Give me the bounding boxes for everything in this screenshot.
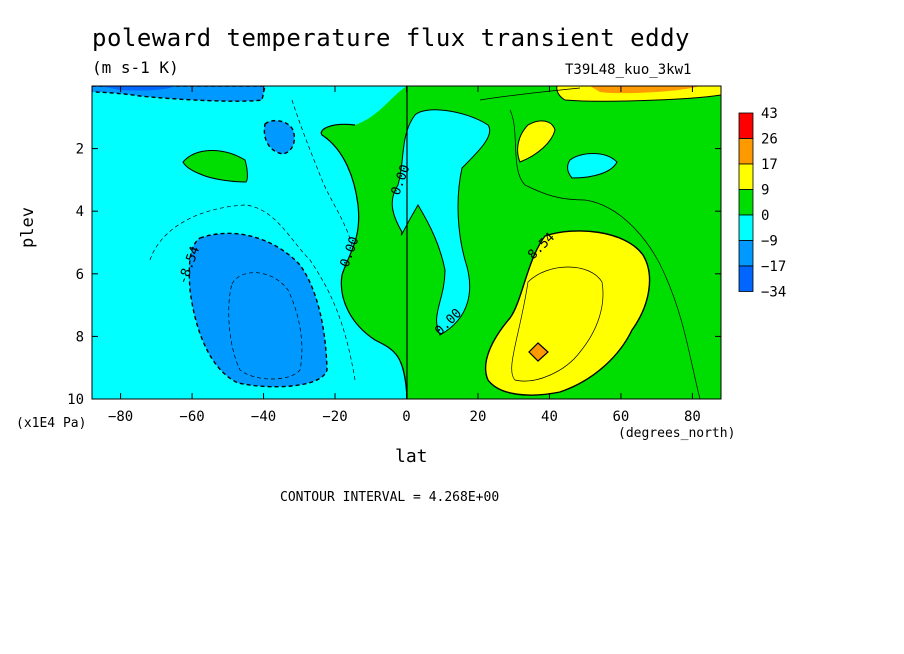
y-axis-units: (x1E4 Pa)	[16, 416, 87, 431]
colorbar-swatch	[738, 265, 754, 292]
y-tick-label: 2	[76, 142, 84, 158]
x-tick-label: 20	[470, 409, 487, 425]
x-axis-units: (degrees_north)	[618, 426, 736, 441]
x-axis-label: lat	[395, 446, 428, 467]
colorbar-label: 0	[761, 208, 769, 224]
colorbar-label: −34	[761, 285, 786, 301]
colorbar-label: −9	[761, 234, 778, 250]
chart-title: poleward temperature flux transient eddy	[92, 24, 690, 52]
contour-interval-note: CONTOUR INTERVAL = 4.268E+00	[280, 490, 500, 505]
chart-units: (m s-1 K)	[92, 58, 179, 77]
colorbar-label: 43	[761, 106, 778, 122]
region-positive-17-26-top	[590, 86, 700, 94]
x-tick-label: −40	[251, 409, 276, 425]
y-tick-label: 4	[76, 204, 84, 220]
colorbar-swatch	[738, 138, 754, 165]
region-positive-17-26-spot	[528, 342, 549, 362]
y-tick-label: 6	[76, 267, 84, 283]
region-negative-9-17-upper	[263, 119, 296, 155]
colorbar-swatch	[738, 189, 754, 216]
region-positive-island-south	[182, 149, 248, 183]
x-tick-label: 80	[684, 409, 701, 425]
x-tick-label: −20	[322, 409, 347, 425]
colorbar-label: 17	[761, 157, 778, 173]
colorbar-swatch	[738, 240, 754, 267]
x-tick-label: −80	[108, 409, 133, 425]
dataset-name: T39L48_kuo_3kw1	[565, 62, 692, 78]
x-tick-label: −60	[179, 409, 204, 425]
y-tick-label: 10	[67, 392, 84, 408]
region-positive-9-17-upper	[517, 120, 556, 163]
colorbar-label: −17	[761, 259, 786, 275]
region-negative-17-34-top	[100, 86, 175, 91]
y-tick-label: 8	[76, 329, 84, 345]
colorbar-swatch	[738, 214, 754, 241]
region-positive-midlat-south	[321, 86, 440, 399]
x-tick-label: 40	[541, 409, 558, 425]
region-negative-9-17-south	[188, 232, 328, 388]
region-negative-tropics-north	[391, 109, 491, 336]
x-tick-label: 0	[402, 409, 410, 425]
colorbar-swatch	[738, 163, 754, 190]
x-tick-label: 60	[613, 409, 630, 425]
colorbar-label: 26	[761, 132, 778, 148]
colorbar-swatch	[738, 112, 754, 139]
region-negative-island-north	[567, 153, 618, 179]
region-positive-9-17-main	[484, 230, 651, 396]
colorbar-label: 9	[761, 183, 769, 199]
